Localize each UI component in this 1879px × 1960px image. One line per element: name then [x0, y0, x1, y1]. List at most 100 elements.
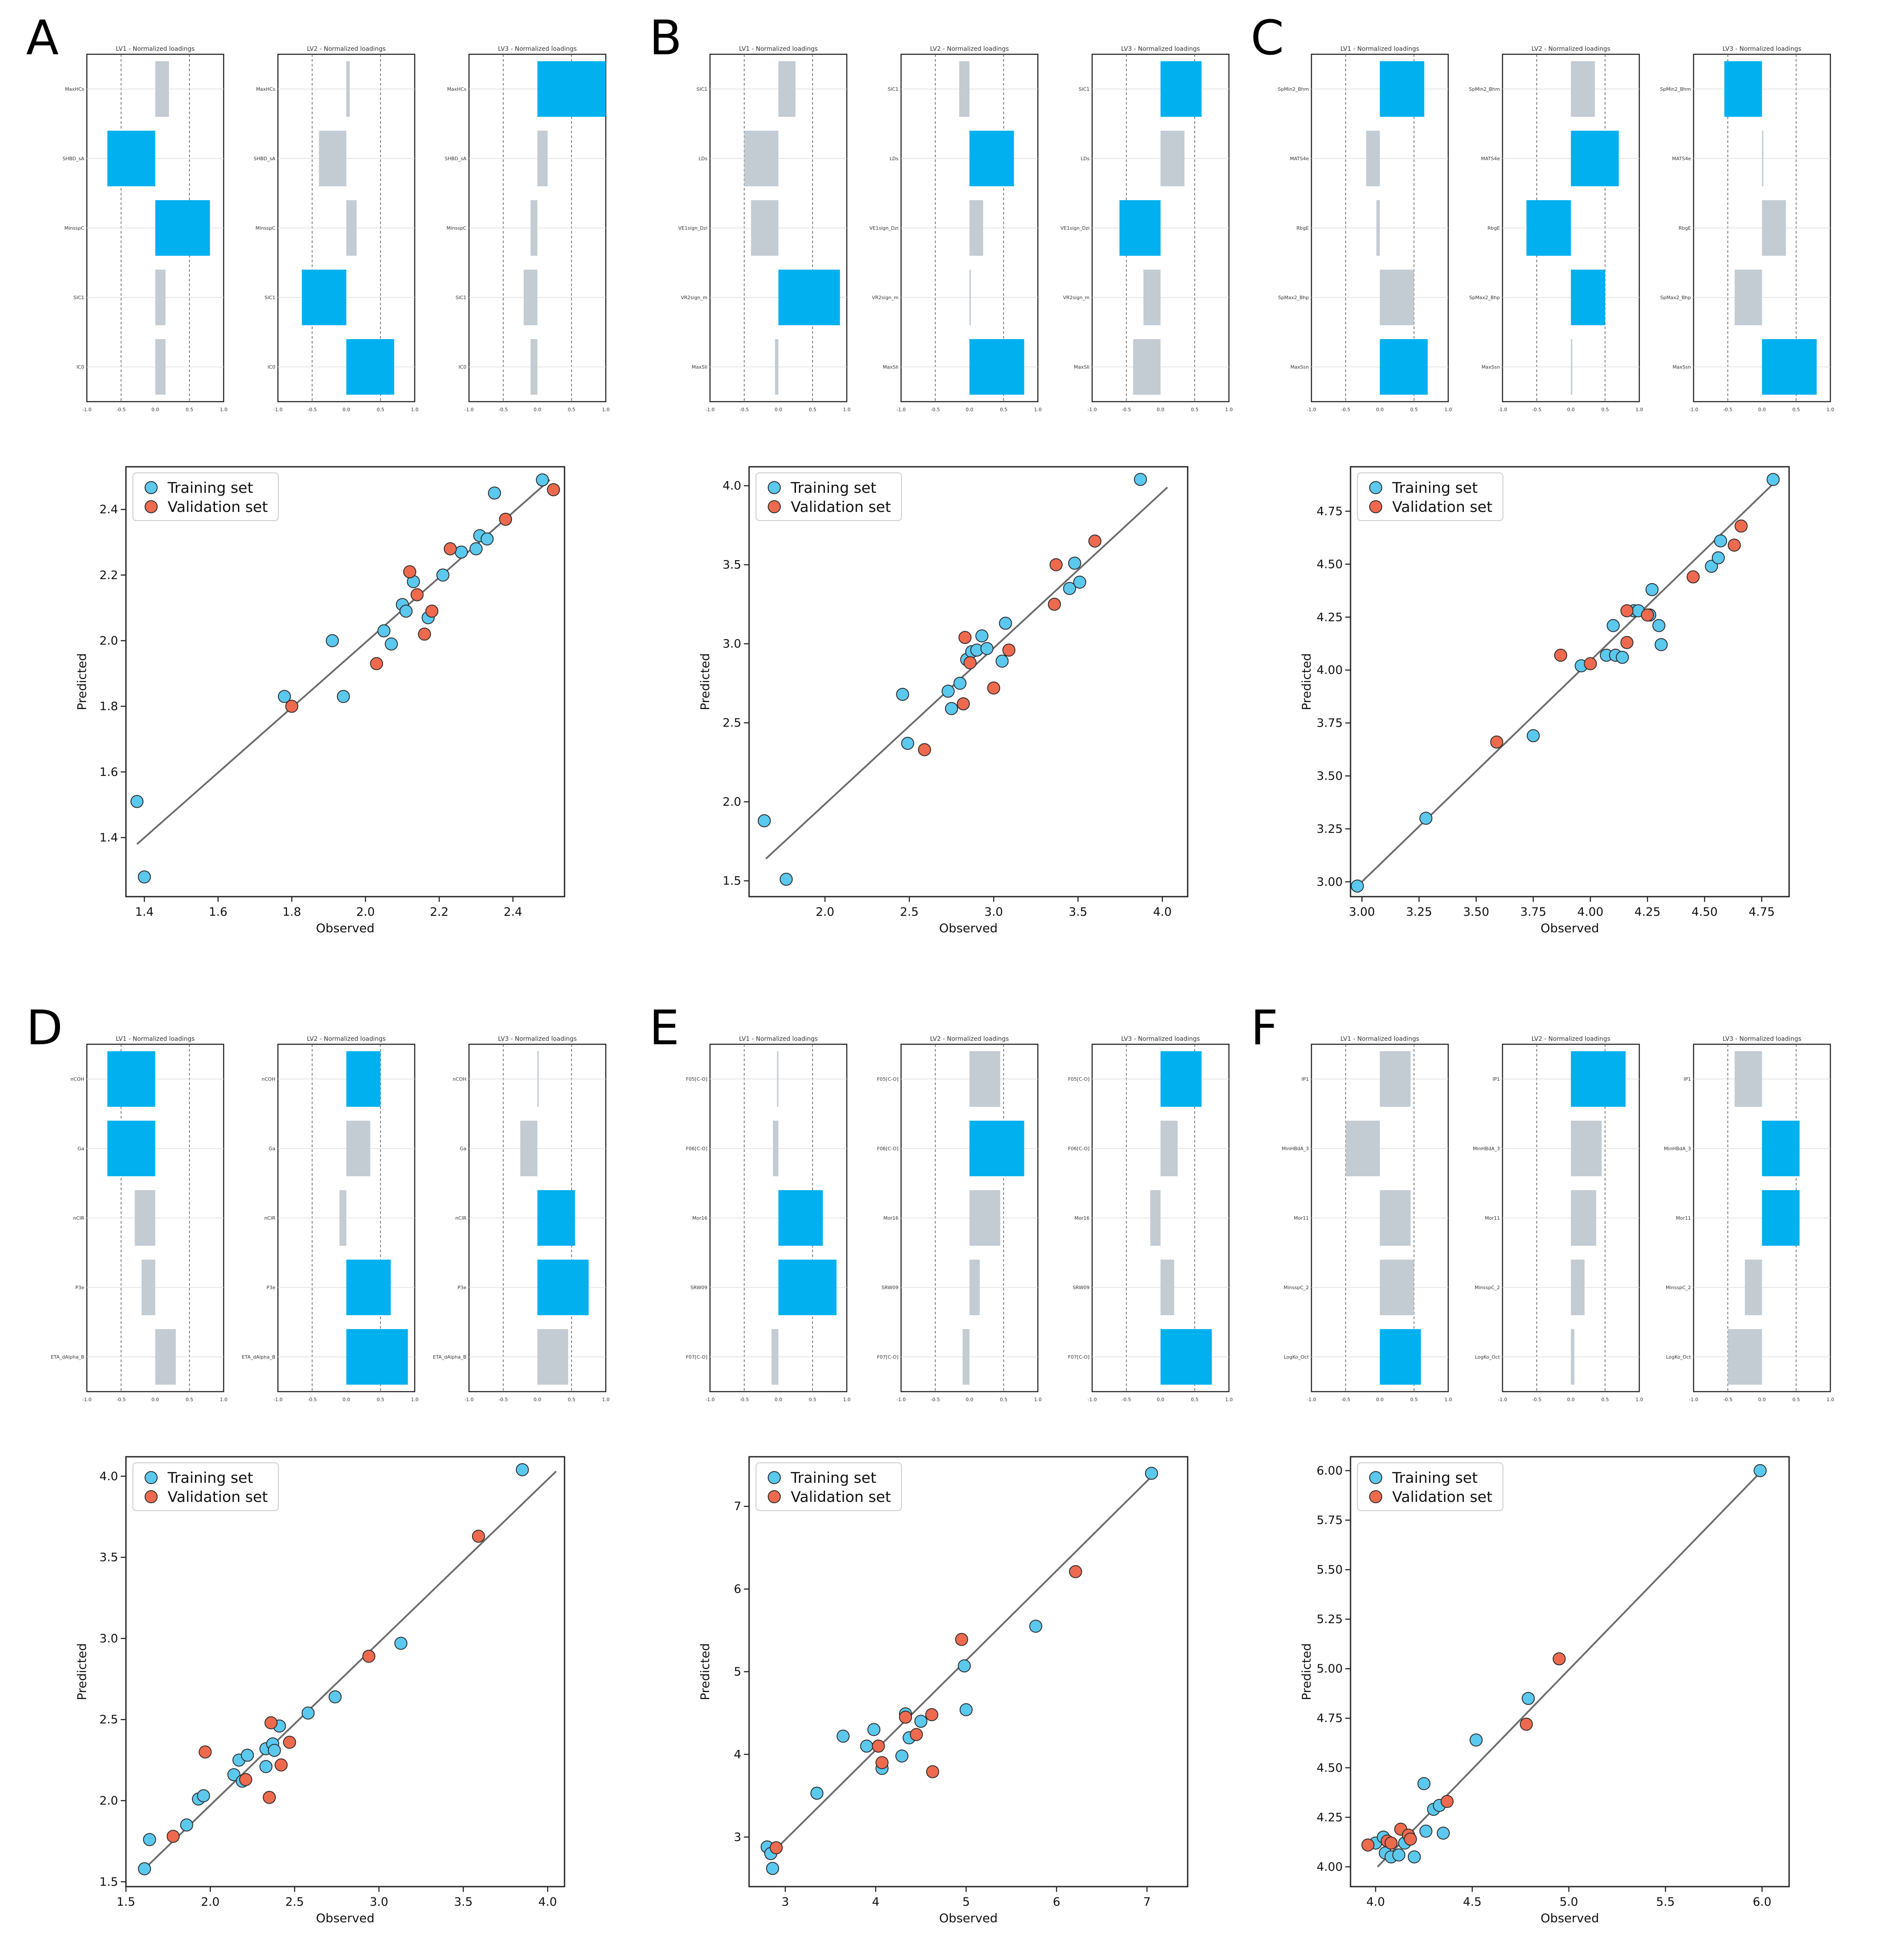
- loadings-subplot-lv2: LV2 - Normalized loadings -1.0 -0.5 0.0 0.5 1…: [254, 46, 419, 412]
- loadings-subplot-lv3: LV3 - Normalized loadings -1.0 -0.5 0.0 0.5 1…: [1660, 46, 1834, 412]
- y-tick-label: 3: [734, 1831, 741, 1844]
- y-tick-label: 4.50: [1317, 558, 1343, 571]
- legend-label-validation: Validation set: [1392, 498, 1493, 516]
- loading-bar-MinHBdA_3: [1762, 1121, 1800, 1176]
- x-tick-label: 4.5: [1463, 1895, 1482, 1909]
- loading-bar-nCOH: [537, 1051, 539, 1107]
- legend-label-validation: Validation set: [168, 1488, 268, 1506]
- panel-b: B LV1 - Normalized loadings -1.0 -0.5 0.0 0.5…: [649, 10, 1233, 935]
- loadings-variable-label: Mor16: [1074, 1215, 1090, 1221]
- training-point: [436, 568, 449, 582]
- scatter-frame: [1350, 1456, 1790, 1887]
- loading-bar-F06[C-O]: [773, 1121, 779, 1176]
- y-tick-label: 4.50: [1317, 1761, 1343, 1775]
- y-tick-label: 2.2: [99, 568, 118, 582]
- x-tick-label: 4.50: [1691, 905, 1717, 919]
- loadings-variable-label: Mor11: [1485, 1215, 1500, 1221]
- loadings-xtick: 0.0: [966, 1397, 974, 1402]
- loadings-variable-label: Mor11: [1294, 1215, 1309, 1221]
- training-point: [536, 473, 549, 487]
- x-tick-label: 3: [782, 1895, 789, 1909]
- training-point: [914, 1715, 928, 1728]
- loadings-variable-label: P3e: [267, 1285, 276, 1290]
- loadings-title: LV1 - Normalized loadings: [1341, 1036, 1419, 1043]
- validation-point: [1584, 657, 1597, 670]
- scatter-frame: [125, 466, 565, 898]
- legend-marker-training: [768, 1471, 781, 1484]
- regression-line: [765, 486, 1168, 860]
- y-tick-label: 4.00: [1317, 663, 1343, 677]
- loadings-variable-label: SRW09: [690, 1285, 707, 1290]
- loading-bar-MinHBdA_3: [1345, 1121, 1380, 1176]
- training-point: [1767, 473, 1780, 486]
- training-point: [895, 1749, 908, 1763]
- loadings-xtick: 0.0: [966, 407, 974, 412]
- validation-point: [1554, 649, 1567, 662]
- loading-bar-SIC1: [778, 61, 796, 117]
- scatter-frame: [748, 466, 1189, 898]
- legend-marker-validation: [145, 500, 158, 513]
- panel-letter: E: [649, 1000, 680, 1056]
- x-tick-label: 6: [1053, 1895, 1060, 1909]
- x-tick-label: 4.0: [1366, 1895, 1385, 1909]
- validation-point: [362, 1650, 376, 1663]
- loadings-xtick: -1.0: [1087, 1397, 1096, 1402]
- validation-point: [987, 681, 1001, 695]
- loadings-variable-label: MinsspC: [64, 225, 84, 231]
- loading-bar-MATS4e: [1571, 131, 1619, 186]
- training-point: [1714, 534, 1727, 548]
- loadings-variable-label: MinHBdA_3: [1282, 1146, 1309, 1152]
- loading-bar-LDs: [744, 131, 779, 186]
- loadings-subplot-lv2: LV2 - Normalized loadings -1.0 -0.5 0.0 0.5 1…: [242, 1036, 419, 1402]
- y-axis-label: Predicted: [1299, 653, 1314, 710]
- loadings-variable-label: ETA_dAlpha_B: [242, 1354, 275, 1360]
- loadings-xtick: -0.5: [1723, 407, 1732, 412]
- training-point: [394, 1637, 408, 1650]
- y-tick-label: 4.75: [1317, 1712, 1343, 1725]
- loadings-xtick: 0.5: [1602, 1397, 1609, 1402]
- validation-point: [283, 1736, 296, 1749]
- loadings-xtick: 0.0: [1157, 1397, 1165, 1402]
- validation-point: [410, 588, 424, 601]
- loadings-title: LV3 - Normalized loadings: [1121, 1036, 1200, 1043]
- training-point: [1029, 1620, 1043, 1633]
- x-tick-label: 1.6: [209, 905, 228, 919]
- loadings-xtick: 0.0: [534, 407, 542, 412]
- loading-bar-SpMax2_Bhp: [1734, 270, 1762, 325]
- loading-bar-SIC1: [524, 270, 538, 325]
- legend-marker-training: [1369, 1471, 1382, 1484]
- loadings-xtick: 0.5: [1410, 1397, 1418, 1402]
- y-tick-label: 5.25: [1317, 1613, 1343, 1626]
- x-tick-label: 1.5: [117, 1895, 135, 1909]
- loadings-xtick: 0.0: [1157, 407, 1165, 412]
- loading-bar-nCOH: [107, 1051, 155, 1107]
- x-tick-label: 1.8: [282, 905, 301, 919]
- loading-bar-IP1: [1571, 1051, 1626, 1107]
- training-point: [1419, 812, 1433, 825]
- loadings-xtick: 1.0: [1635, 407, 1643, 412]
- loadings-variable-label: P3e: [76, 1285, 85, 1290]
- training-point: [1417, 1777, 1431, 1790]
- training-point: [1615, 650, 1629, 664]
- loadings-xtick: 0.5: [1793, 407, 1800, 412]
- loadings-variable-label: MinsspC_2: [1284, 1285, 1309, 1290]
- loadings-title: LV2 - Normalized loadings: [930, 1036, 1009, 1043]
- training-point: [766, 1862, 779, 1875]
- legend-label-training: Training set: [167, 479, 253, 497]
- y-tick-label: 1.5: [99, 1875, 118, 1889]
- loadings-xtick: -0.5: [740, 1397, 749, 1402]
- loading-bar-RbgE: [1762, 200, 1786, 256]
- legend-label-validation: Validation set: [1392, 1488, 1493, 1506]
- training-point: [1526, 729, 1540, 742]
- y-axis-label: Predicted: [698, 1643, 712, 1700]
- loadings-variable-label: Mor11: [1676, 1215, 1691, 1221]
- loadings-variable-label: IP1: [1493, 1076, 1500, 1082]
- x-tick-label: 5.5: [1656, 1895, 1675, 1909]
- legend-label-validation: Validation set: [168, 498, 268, 516]
- x-tick-label: 3.75: [1520, 905, 1546, 919]
- loadings-xtick: 1.0: [1826, 1397, 1834, 1402]
- y-tick-label: 4.0: [99, 1470, 118, 1483]
- legend-label-training: Training set: [1392, 479, 1478, 497]
- loadings-subplot-lv1: LV1 - Normalized loadings -1.0 -0.5 0.0 0.5 1…: [1278, 46, 1452, 412]
